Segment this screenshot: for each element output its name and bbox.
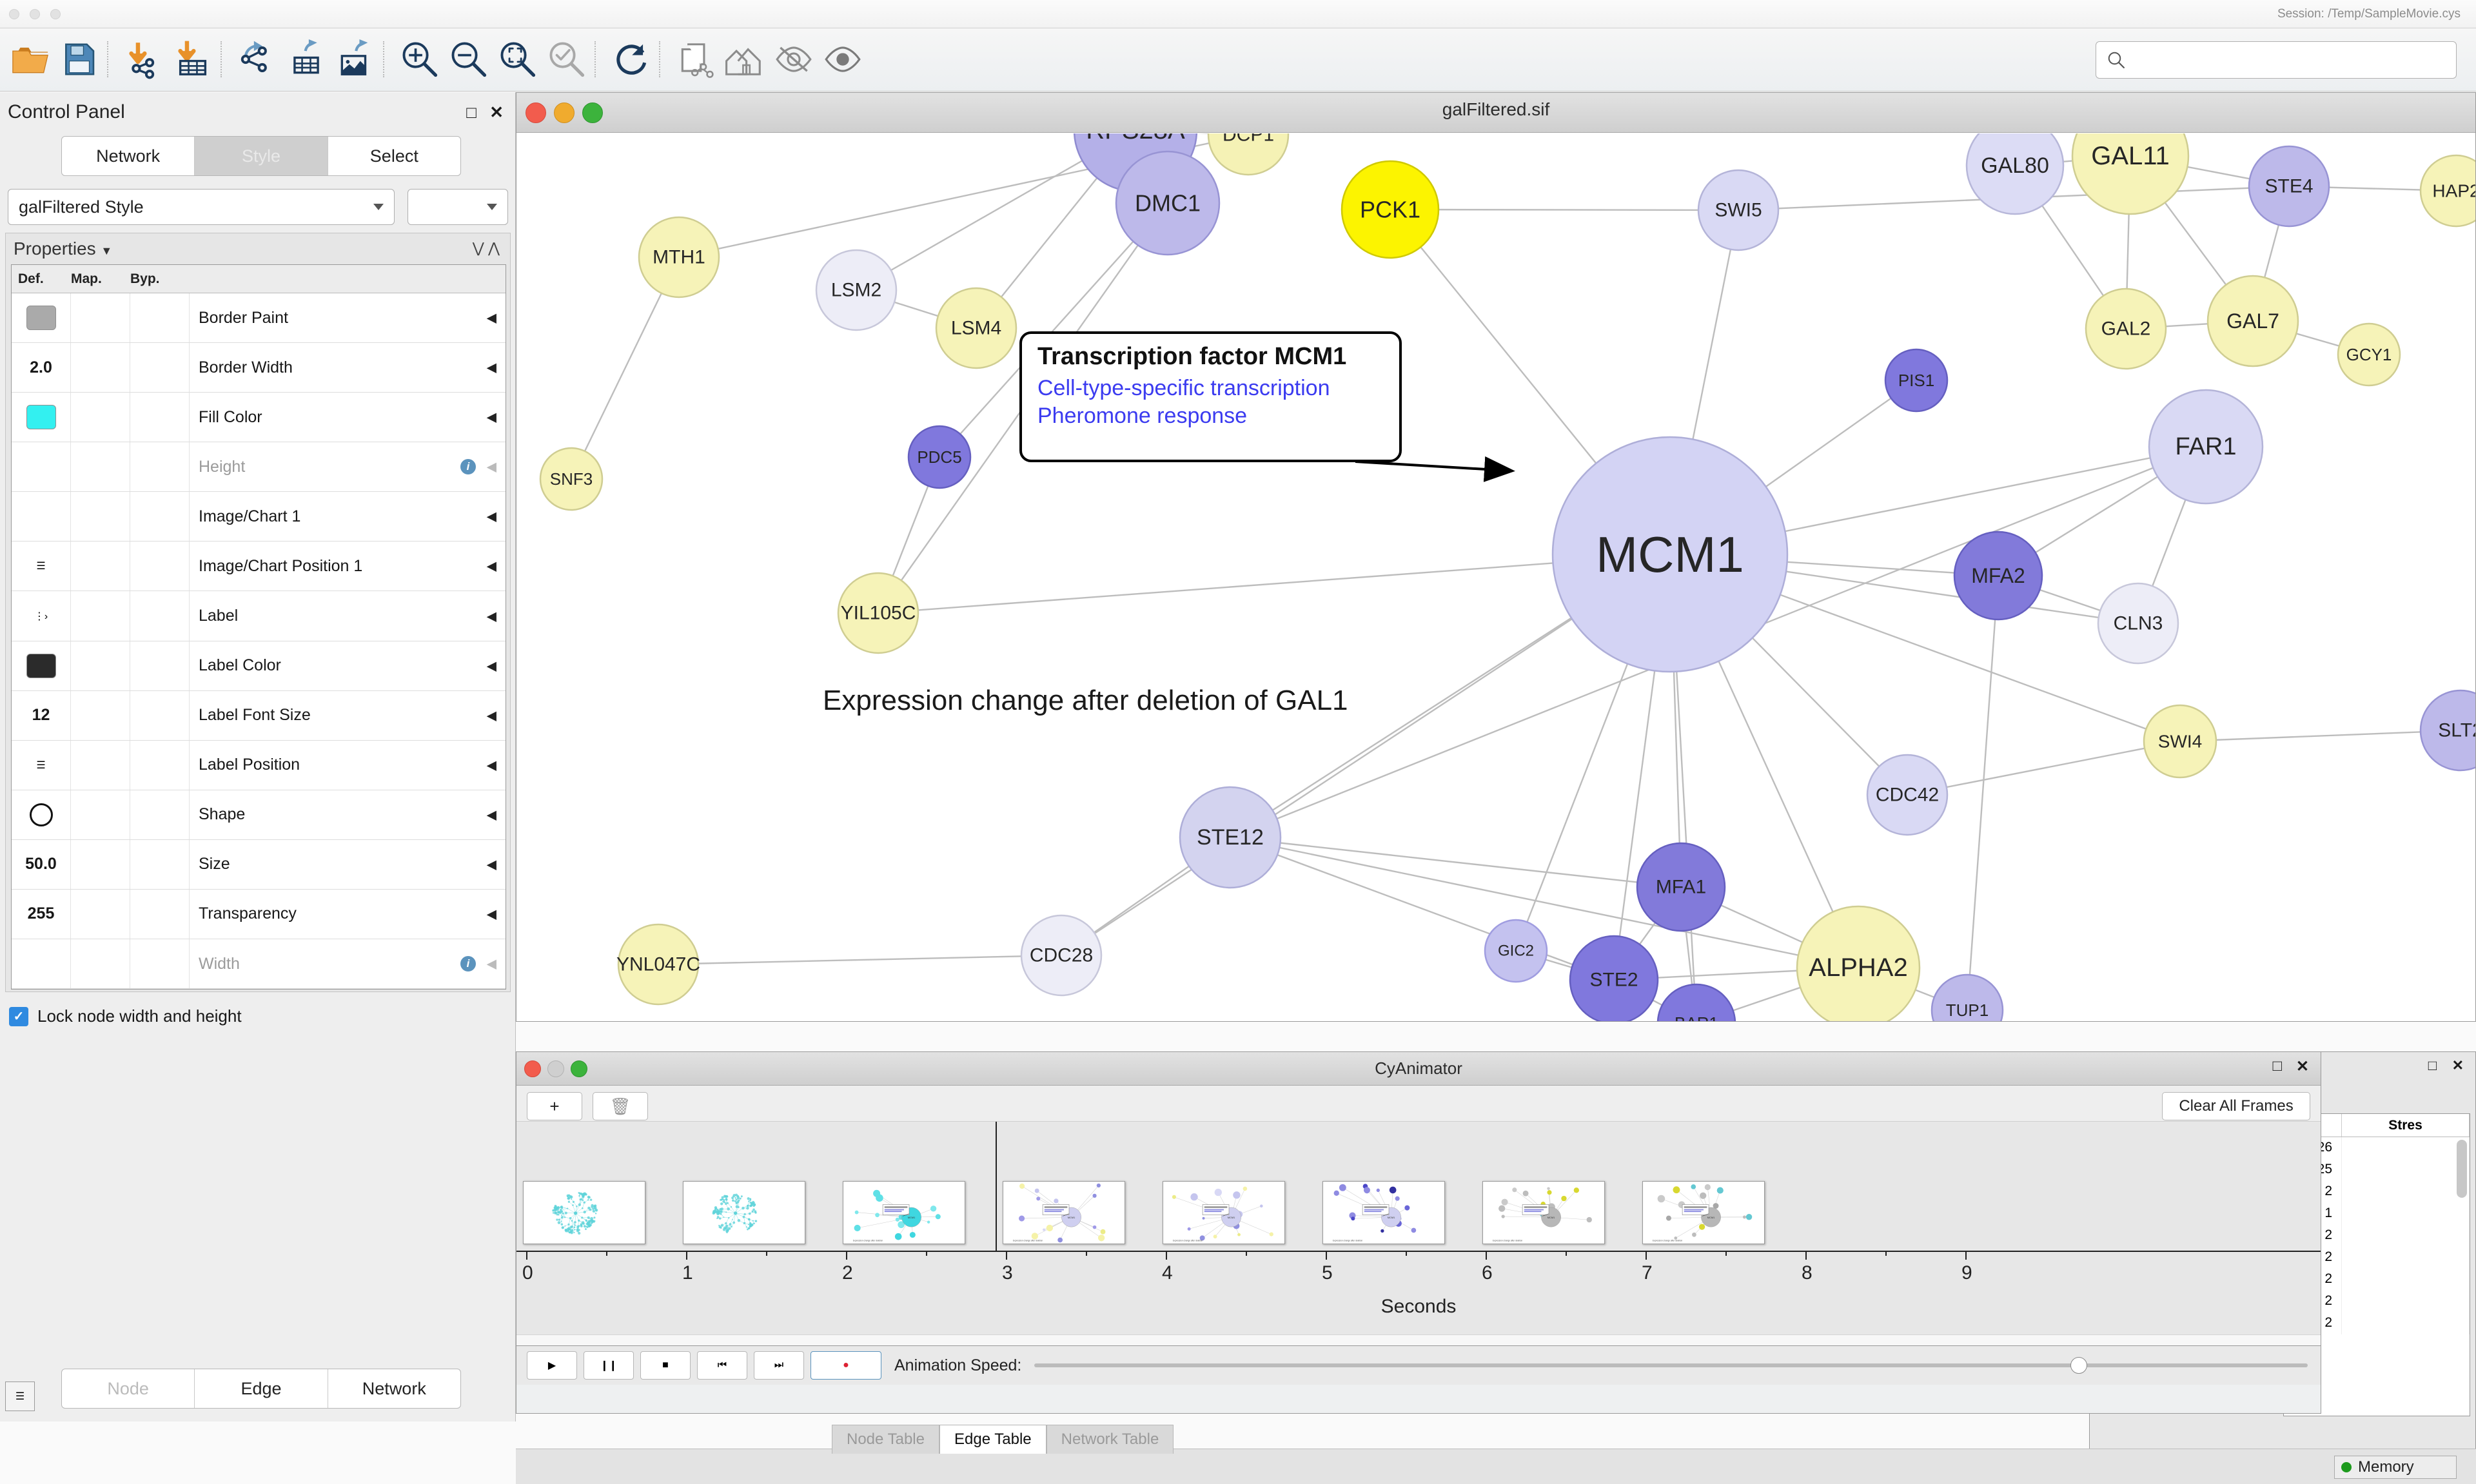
svg-text:MCM1: MCM1 [908,1216,916,1219]
svg-text:MCM1: MCM1 [1707,1216,1715,1219]
svg-text:STE2: STE2 [1589,970,1638,991]
svg-text:MCM1: MCM1 [1068,1216,1076,1219]
svg-text:YIL105C: YIL105C [841,603,916,624]
svg-text:Expression change after deleti: Expression change after deletion [853,1239,883,1242]
svg-text:GAL80: GAL80 [1981,153,2049,178]
svg-text:Expression change after deleti: Expression change after deletion [1173,1239,1203,1242]
svg-text:DMC1: DMC1 [1135,190,1201,217]
svg-text:SWI4: SWI4 [2158,732,2202,752]
svg-text:BAR1: BAR1 [1675,1013,1718,1021]
svg-text:SLT2: SLT2 [2438,720,2475,741]
svg-text:FAR1: FAR1 [2175,433,2236,460]
svg-text:STE12: STE12 [1197,825,1264,850]
svg-text:CDC28: CDC28 [1030,945,1093,966]
svg-text:MFA2: MFA2 [1971,564,2025,587]
svg-text:LSM4: LSM4 [951,318,1001,339]
svg-text:TUP1: TUP1 [1946,1001,1989,1020]
svg-text:MFA1: MFA1 [1656,877,1706,898]
svg-text:MTH1: MTH1 [653,247,705,268]
svg-text:STE4: STE4 [2265,176,2313,197]
svg-text:MCM1: MCM1 [1596,526,1744,583]
svg-text:Expression change after deleti: Expression change after deletion [1493,1239,1523,1242]
svg-text:HAP2: HAP2 [2432,181,2475,201]
svg-text:SNF3: SNF3 [550,469,593,489]
svg-text:GAL7: GAL7 [2226,309,2279,333]
svg-text:MCM1: MCM1 [1228,1216,1235,1219]
svg-text:Expression change after deleti: Expression change after deletion [1013,1239,1043,1242]
svg-text:LSM2: LSM2 [831,280,881,301]
svg-text:YNL047C: YNL047C [616,954,700,975]
svg-text:GAL11: GAL11 [2091,142,2170,170]
svg-text:DCP1: DCP1 [1223,133,1274,146]
svg-text:Expression change after deleti: Expression change after deletion [1653,1239,1683,1242]
svg-text:ALPHA2: ALPHA2 [1809,953,1907,982]
svg-text:CDC42: CDC42 [1876,785,1939,806]
svg-text:Expression change after deleti: Expression change after deletion [1333,1239,1363,1242]
svg-text:GAL2: GAL2 [2101,318,2151,340]
svg-text:RPS28A: RPS28A [1086,133,1185,144]
svg-text:PDC5: PDC5 [917,447,961,467]
svg-text:CLN3: CLN3 [2114,613,2163,634]
svg-text:MCM1: MCM1 [1388,1216,1395,1219]
svg-text:GIC2: GIC2 [1498,942,1534,960]
svg-text:PCK1: PCK1 [1360,197,1420,223]
svg-text:MCM1: MCM1 [1548,1216,1555,1219]
svg-text:SWI5: SWI5 [1715,200,1762,221]
svg-text:PIS1: PIS1 [1898,371,1934,390]
svg-text:GCY1: GCY1 [2346,345,2392,364]
